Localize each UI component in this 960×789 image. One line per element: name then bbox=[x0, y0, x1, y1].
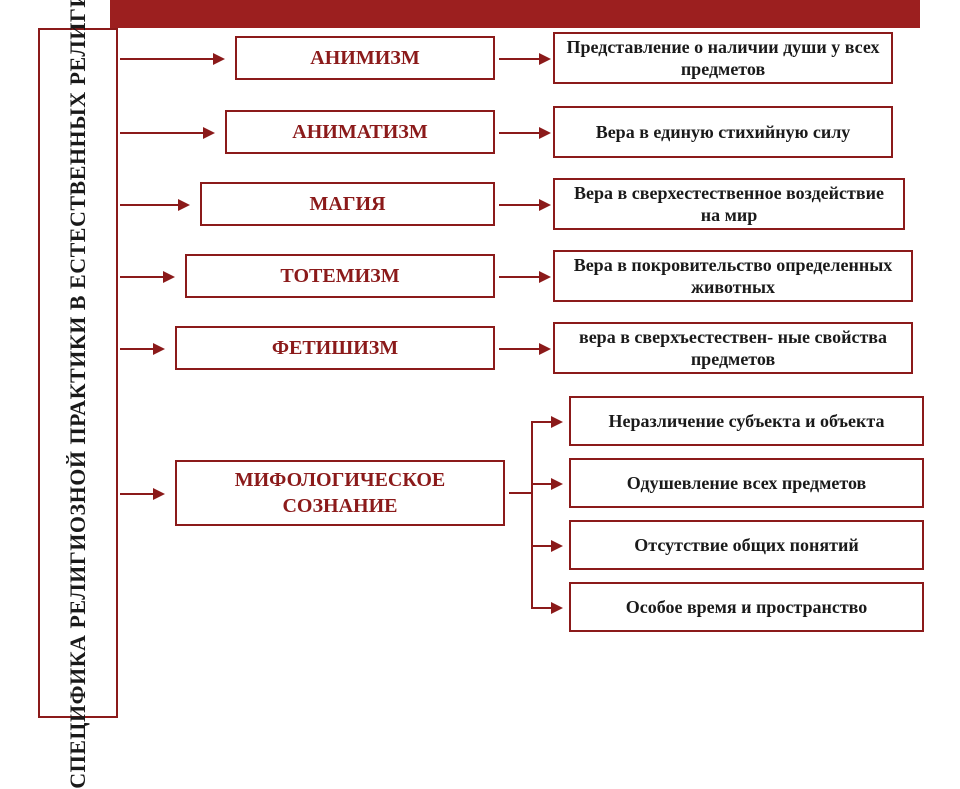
concept-0: АНИМИЗМ bbox=[235, 36, 495, 80]
myth-sub-1: Одушевление всех предметов bbox=[569, 458, 924, 508]
myth-sub-0: Неразличение субъекта и объекта bbox=[569, 396, 924, 446]
concept-4: ФЕТИШИЗМ bbox=[175, 326, 495, 370]
myth-hstub bbox=[509, 492, 531, 494]
arrow-to-desc-3 bbox=[499, 276, 549, 278]
myth-trunk bbox=[531, 421, 533, 607]
desc-0: Представление о наличии души у всех пред… bbox=[553, 32, 893, 84]
arrow-to-myth bbox=[120, 493, 163, 495]
arrow-to-sub-3 bbox=[531, 607, 561, 609]
main-title-box: СПЕЦИФИКА РЕЛИГИОЗНОЙ ПРАКТИКИ В ЕСТЕСТВ… bbox=[38, 28, 118, 718]
concept-1: АНИМАТИЗМ bbox=[225, 110, 495, 154]
arrow-to-sub-2 bbox=[531, 545, 561, 547]
myth-sub-3: Особое время и пространство bbox=[569, 582, 924, 632]
arrow-to-desc-2 bbox=[499, 204, 549, 206]
arrow-to-concept-4 bbox=[120, 348, 163, 350]
arrow-to-concept-3 bbox=[120, 276, 173, 278]
arrow-to-concept-0 bbox=[120, 58, 223, 60]
desc-4: вера в сверхъестествен- ные свойства пре… bbox=[553, 322, 913, 374]
header-bar bbox=[110, 0, 920, 28]
myth-sub-2: Отсутствие общих понятий bbox=[569, 520, 924, 570]
arrow-to-concept-1 bbox=[120, 132, 213, 134]
arrow-to-sub-0 bbox=[531, 421, 561, 423]
main-title-text: СПЕЦИФИКА РЕЛИГИОЗНОЙ ПРАКТИКИ В ЕСТЕСТВ… bbox=[65, 0, 91, 789]
arrow-to-sub-1 bbox=[531, 483, 561, 485]
arrow-to-desc-0 bbox=[499, 58, 549, 60]
arrow-to-desc-1 bbox=[499, 132, 549, 134]
concept-2: МАГИЯ bbox=[200, 182, 495, 226]
desc-3: Вера в покровительство определенных живо… bbox=[553, 250, 913, 302]
arrow-to-concept-2 bbox=[120, 204, 188, 206]
desc-2: Вера в сверхестественное воздействие на … bbox=[553, 178, 905, 230]
arrow-to-desc-4 bbox=[499, 348, 549, 350]
concept-myth: МИФОЛОГИЧЕСКОЕ СОЗНАНИЕ bbox=[175, 460, 505, 526]
desc-1: Вера в единую стихийную силу bbox=[553, 106, 893, 158]
concept-3: ТОТЕМИЗМ bbox=[185, 254, 495, 298]
